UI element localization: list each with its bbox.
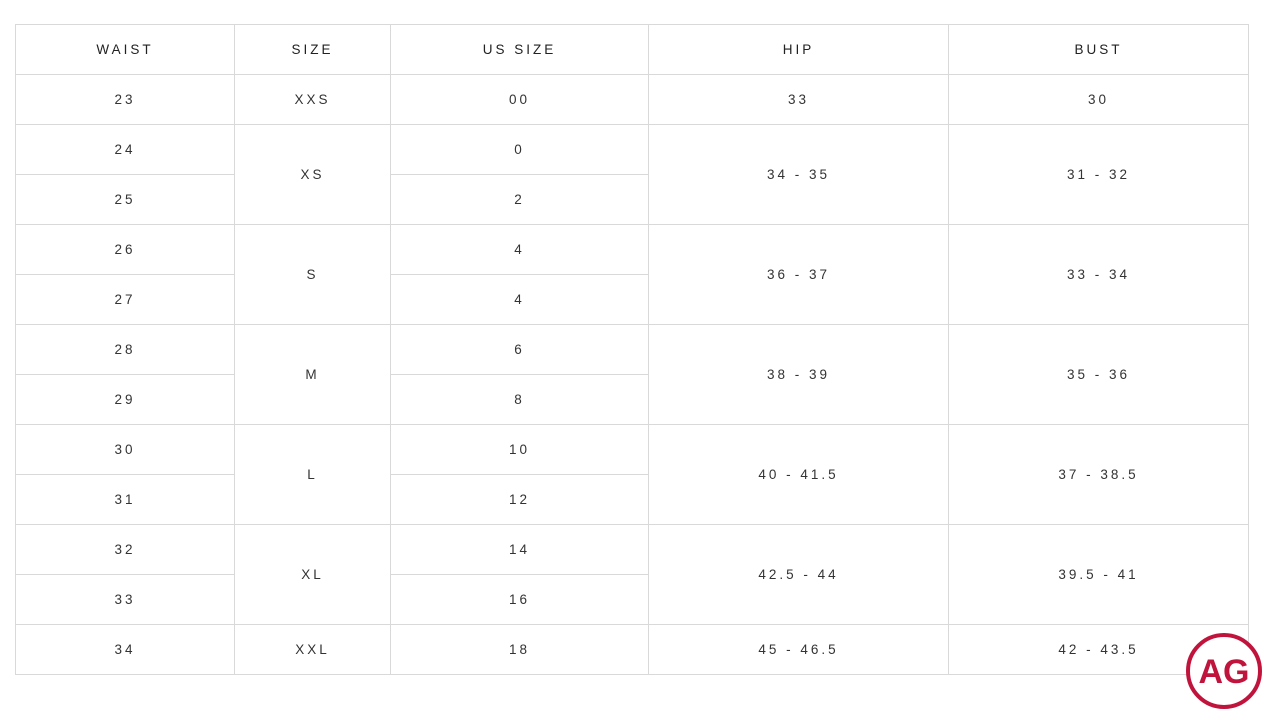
table-row: 30 L 10 40 - 41.5 37 - 38.5 bbox=[15, 424, 1249, 525]
waist-cell: 24 bbox=[15, 124, 235, 175]
waist-cell: 33 bbox=[15, 574, 235, 625]
table-row: 25 2 bbox=[15, 174, 1249, 225]
size-cell: M bbox=[234, 324, 391, 425]
header-us-size: US SIZE bbox=[390, 24, 649, 75]
svg-text:AG: AG bbox=[1199, 653, 1250, 691]
us-size-cell: 6 bbox=[390, 324, 649, 375]
us-size-cell: 16 bbox=[390, 574, 649, 625]
waist-cell: 30 bbox=[15, 424, 235, 475]
size-chart-table: WAIST SIZE US SIZE HIP BUST 23 XXS 00 33 30 2… bbox=[15, 24, 1249, 675]
us-size-cell: 00 bbox=[390, 74, 649, 125]
header-hip: HIP bbox=[648, 24, 949, 75]
size-cell: XL bbox=[234, 524, 391, 625]
hip-cell: 38 - 39 bbox=[648, 324, 949, 425]
us-size-cell: 8 bbox=[390, 374, 649, 425]
hip-cell: 40 - 41.5 bbox=[648, 424, 949, 525]
hip-cell: 34 - 35 bbox=[648, 124, 949, 225]
us-size-cell: 0 bbox=[390, 124, 649, 175]
bust-cell: 31 - 32 bbox=[948, 124, 1249, 225]
waist-cell: 34 bbox=[15, 624, 235, 675]
bust-cell: 37 - 38.5 bbox=[948, 424, 1249, 525]
bust-cell: 33 - 34 bbox=[948, 224, 1249, 325]
size-cell: S bbox=[234, 224, 391, 325]
waist-cell: 32 bbox=[15, 524, 235, 575]
waist-cell: 29 bbox=[15, 374, 235, 425]
header-size: SIZE bbox=[234, 24, 391, 75]
table-row: 29 8 bbox=[15, 374, 1249, 425]
us-size-cell: 4 bbox=[390, 274, 649, 325]
table-row: 34 XXL 18 45 - 46.5 42 - 43.5 bbox=[15, 624, 1249, 675]
bust-cell: 35 - 36 bbox=[948, 324, 1249, 425]
size-cell: L bbox=[234, 424, 391, 525]
ag-logo: AG bbox=[1186, 633, 1262, 709]
size-chart-body: 23 XXS 00 33 30 24 XS 0 34 - 35 31 - 32 25 2 26 S 4 36 … bbox=[15, 74, 1249, 675]
us-size-cell: 18 bbox=[390, 624, 649, 675]
header-bust: BUST bbox=[948, 24, 1249, 75]
table-row: 28 M 6 38 - 39 35 - 36 bbox=[15, 324, 1249, 425]
waist-cell: 23 bbox=[15, 74, 235, 125]
bust-cell: 30 bbox=[948, 74, 1249, 125]
us-size-cell: 10 bbox=[390, 424, 649, 475]
bust-cell: 39.5 - 41 bbox=[948, 524, 1249, 625]
table-row: 26 S 4 36 - 37 33 - 34 bbox=[15, 224, 1249, 325]
hip-cell: 33 bbox=[648, 74, 949, 125]
hip-cell: 42.5 - 44 bbox=[648, 524, 949, 625]
table-row: 23 XXS 00 33 30 bbox=[15, 74, 1249, 125]
size-cell: XXL bbox=[234, 624, 391, 675]
waist-cell: 28 bbox=[15, 324, 235, 375]
waist-cell: 27 bbox=[15, 274, 235, 325]
us-size-cell: 2 bbox=[390, 174, 649, 225]
us-size-cell: 12 bbox=[390, 474, 649, 525]
size-cell: XXS bbox=[234, 74, 391, 125]
hip-cell: 36 - 37 bbox=[648, 224, 949, 325]
us-size-cell: 4 bbox=[390, 224, 649, 275]
table-row: 24 XS 0 34 - 35 31 - 32 bbox=[15, 124, 1249, 225]
hip-cell: 45 - 46.5 bbox=[648, 624, 949, 675]
header-waist: WAIST bbox=[15, 24, 235, 75]
us-size-cell: 14 bbox=[390, 524, 649, 575]
waist-cell: 31 bbox=[15, 474, 235, 525]
waist-cell: 25 bbox=[15, 174, 235, 225]
waist-cell: 26 bbox=[15, 224, 235, 275]
table-row: 32 XL 14 42.5 - 44 39.5 - 41 bbox=[15, 524, 1249, 625]
size-cell: XS bbox=[234, 124, 391, 225]
header-row: WAIST SIZE US SIZE HIP BUST bbox=[15, 24, 1249, 75]
